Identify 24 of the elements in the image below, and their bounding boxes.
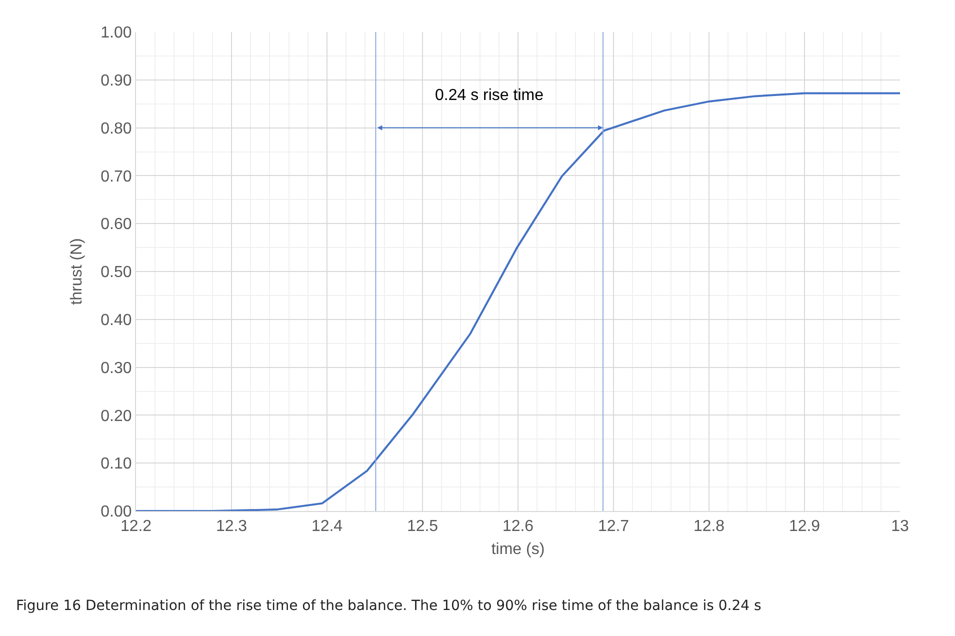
y-tick-label: 1.00 bbox=[100, 24, 132, 42]
x-tick-label: 12.3 bbox=[216, 518, 248, 536]
y-tick-label: 0.80 bbox=[100, 120, 132, 138]
y-tick-label: 0.30 bbox=[100, 360, 132, 377]
y-tick-label: 0.50 bbox=[100, 264, 132, 282]
x-tick-label: 12.2 bbox=[120, 518, 152, 536]
x-tick-label: 12.6 bbox=[502, 518, 534, 536]
x-tick-label: 12.9 bbox=[788, 518, 820, 536]
x-axis-title: time (s) bbox=[491, 540, 545, 558]
y-tick-label: 0.90 bbox=[100, 72, 132, 90]
y-tick-label: 0.60 bbox=[100, 216, 132, 234]
x-tick-label: 12.4 bbox=[311, 518, 343, 536]
x-tick-label: 12.8 bbox=[693, 518, 725, 536]
annotation: 0.24 s rise time bbox=[435, 87, 544, 104]
caption: Figure 16 Determination of the rise time of the balance. The 10% to 90% rise time of the balance is 0.24 s bbox=[16, 598, 762, 614]
x-tick-label: 12.5 bbox=[406, 518, 438, 536]
y-axis-title: thrust (N) bbox=[68, 238, 86, 305]
y-tick-label: 0.10 bbox=[100, 456, 132, 473]
y-tick-label: 0.70 bbox=[100, 168, 132, 186]
y-tick-label: 0.40 bbox=[100, 312, 132, 329]
x-tick-label: 13 bbox=[891, 518, 909, 536]
y-tick-label: 0.20 bbox=[100, 408, 132, 425]
y-tick-label: 0.00 bbox=[100, 504, 132, 521]
x-tick-label: 12.7 bbox=[598, 518, 630, 536]
